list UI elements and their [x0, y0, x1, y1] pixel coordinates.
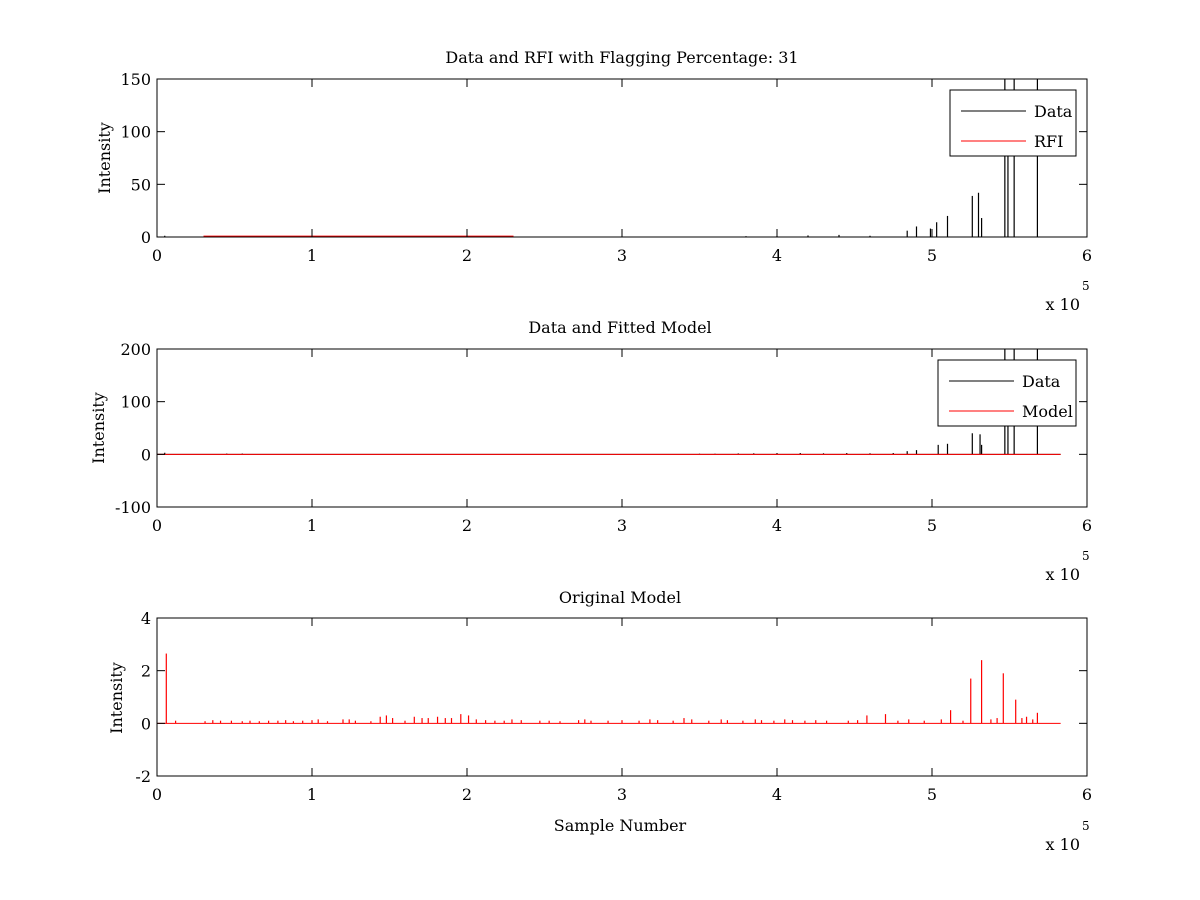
chart-2-ytick-label: 0 — [141, 445, 151, 464]
chart-2-exponent-power: 5 — [1082, 549, 1090, 563]
panel-3: Original Model Intensity Sample Number x… — [107, 588, 1092, 854]
chart-2-title: Data and Fitted Model — [528, 318, 711, 337]
chart-2-xtick-label: 2 — [462, 516, 472, 535]
chart-3-exponent: x 10 5 — [1046, 819, 1090, 854]
chart-3-ytick-label: -2 — [135, 767, 151, 786]
chart-1-ylabel: Intensity — [95, 122, 114, 194]
chart-3-xtick-label: 5 — [927, 785, 937, 804]
chart-1-xtick-label: 0 — [152, 246, 162, 265]
chart-2-ytick-label: 100 — [120, 393, 151, 412]
chart-3-xtick-label: 0 — [152, 785, 162, 804]
chart-2-legend: Data Model — [937, 359, 1077, 427]
chart-3-xlabel: Sample Number — [554, 816, 687, 835]
chart-3-exponent-base: x 10 — [1046, 835, 1080, 854]
chart-2-ytick-label: 200 — [120, 340, 151, 359]
chart-1-legend-box — [949, 89, 1077, 157]
chart-3-xtick-label: 6 — [1082, 785, 1092, 804]
chart-1-exponent-base: x 10 — [1046, 295, 1080, 314]
chart-2-xtick-label: 3 — [617, 516, 627, 535]
chart-3-ytick-label: 0 — [141, 714, 151, 733]
chart-2-xtick-label: 6 — [1082, 516, 1092, 535]
chart-1-ytick-label: 100 — [120, 123, 151, 142]
chart-3-exponent-power: 5 — [1082, 819, 1090, 833]
chart-1-ytick-label: 0 — [141, 228, 151, 247]
chart-1-xtick-label: 3 — [617, 246, 627, 265]
chart-1-xtick-label: 4 — [772, 246, 782, 265]
chart-1-xtick-label: 5 — [927, 246, 937, 265]
chart-1-exponent-power: 5 — [1082, 279, 1090, 293]
chart-1-xtick-label: 1 — [307, 246, 317, 265]
chart-3-xtick-label: 1 — [307, 785, 317, 804]
chart-2-exponent-base: x 10 — [1046, 565, 1080, 584]
chart-3-title: Original Model — [559, 588, 681, 607]
chart-2-legend-box — [937, 359, 1077, 427]
chart-1-ytick-label: 150 — [120, 70, 151, 89]
chart-2-xtick-label: 1 — [307, 516, 317, 535]
chart-1-xtick-label: 6 — [1082, 246, 1092, 265]
chart-3-ytick-label: 4 — [141, 609, 151, 628]
chart-3-ylabel: Intensity — [107, 662, 126, 734]
chart-2-exponent: x 10 5 — [1046, 549, 1090, 584]
chart-2-legend-label-2: Model — [1022, 402, 1073, 421]
chart-2-legend-label-1: Data — [1022, 372, 1061, 391]
chart-3-ytick-label: 2 — [141, 662, 151, 681]
chart-2-ytick-label: -100 — [115, 498, 151, 517]
chart-1-ytick-label: 50 — [131, 175, 151, 194]
chart-3-xtick-label: 3 — [617, 785, 627, 804]
chart-1-exponent: x 10 5 — [1046, 279, 1090, 314]
chart-2-ylabel: Intensity — [89, 392, 108, 464]
chart-2-xtick-label: 0 — [152, 516, 162, 535]
chart-3-xtick-label: 2 — [462, 785, 472, 804]
chart-1-legend: Data RFI — [949, 89, 1077, 157]
chart-3-series — [157, 653, 1061, 724]
chart-1-legend-label-1: Data — [1034, 102, 1073, 121]
chart-2-xtick-label: 5 — [927, 516, 937, 535]
chart-1-xtick-label: 2 — [462, 246, 472, 265]
chart-2-xtick-label: 4 — [772, 516, 782, 535]
chart-3-xtick-label: 4 — [772, 785, 782, 804]
panel-2: Data and Fitted Model Intensity x 10 5 0… — [89, 318, 1092, 584]
chart-1-title: Data and RFI with Flagging Percentage: 3… — [445, 48, 798, 67]
chart-1-legend-label-2: RFI — [1034, 132, 1063, 151]
panel-1: Data and RFI with Flagging Percentage: 3… — [95, 48, 1092, 314]
